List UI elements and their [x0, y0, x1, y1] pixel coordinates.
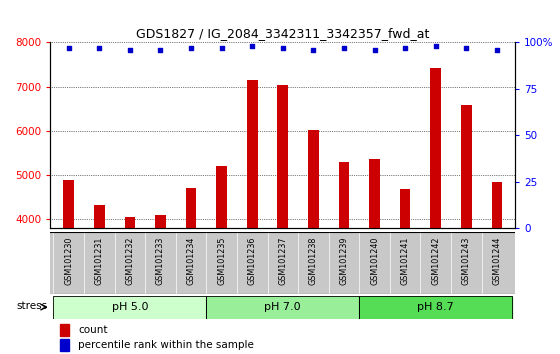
- Text: GSM101241: GSM101241: [400, 237, 409, 285]
- Text: count: count: [78, 325, 108, 335]
- Point: [309, 47, 318, 53]
- Bar: [461, 105, 472, 228]
- Bar: [60, 339, 69, 350]
- Text: GSM101236: GSM101236: [248, 237, 256, 285]
- Text: percentile rank within the sample: percentile rank within the sample: [78, 340, 254, 350]
- Bar: [360, 296, 512, 319]
- Bar: [216, 166, 227, 228]
- Title: GDS1827 / IG_2084_3342311_3342357_fwd_at: GDS1827 / IG_2084_3342311_3342357_fwd_at: [136, 27, 430, 40]
- Bar: [124, 217, 136, 228]
- Text: pH 5.0: pH 5.0: [111, 302, 148, 312]
- Bar: [308, 130, 319, 228]
- Bar: [247, 80, 258, 228]
- Point: [278, 45, 287, 51]
- Point: [125, 47, 134, 53]
- Bar: [369, 159, 380, 228]
- Bar: [186, 188, 197, 228]
- Text: GSM101230: GSM101230: [64, 237, 73, 285]
- Point: [95, 45, 104, 51]
- Text: GSM101238: GSM101238: [309, 237, 318, 285]
- Text: GSM101234: GSM101234: [186, 237, 195, 285]
- Bar: [60, 324, 69, 336]
- Bar: [206, 296, 360, 319]
- Bar: [492, 182, 502, 228]
- Point: [431, 44, 440, 49]
- Text: GSM101232: GSM101232: [125, 237, 134, 285]
- Text: GSM101235: GSM101235: [217, 237, 226, 285]
- Point: [400, 45, 409, 51]
- Bar: [63, 180, 74, 228]
- Bar: [430, 68, 441, 228]
- Text: GSM101239: GSM101239: [339, 237, 348, 285]
- Text: GSM101231: GSM101231: [95, 237, 104, 285]
- Bar: [53, 296, 206, 319]
- Text: GSM101237: GSM101237: [278, 237, 287, 285]
- Bar: [339, 162, 349, 228]
- Bar: [360, 296, 512, 319]
- Point: [64, 45, 73, 51]
- Text: GSM101244: GSM101244: [492, 237, 501, 285]
- Point: [492, 47, 501, 53]
- Point: [248, 44, 256, 49]
- Bar: [206, 296, 360, 319]
- Text: GSM101243: GSM101243: [462, 237, 471, 285]
- Point: [186, 45, 195, 51]
- Bar: [277, 85, 288, 228]
- Text: GSM101242: GSM101242: [431, 237, 440, 285]
- Text: pH 7.0: pH 7.0: [264, 302, 301, 312]
- Bar: [155, 215, 166, 228]
- Point: [156, 47, 165, 53]
- Text: stress: stress: [16, 301, 48, 311]
- Text: GSM101240: GSM101240: [370, 237, 379, 285]
- Bar: [50, 232, 515, 294]
- Bar: [53, 296, 206, 319]
- Point: [370, 47, 379, 53]
- Text: GSM101233: GSM101233: [156, 237, 165, 285]
- Point: [217, 45, 226, 51]
- Point: [462, 45, 471, 51]
- Bar: [94, 205, 105, 228]
- Point: [339, 45, 348, 51]
- Bar: [400, 189, 410, 228]
- Text: pH 8.7: pH 8.7: [417, 302, 454, 312]
